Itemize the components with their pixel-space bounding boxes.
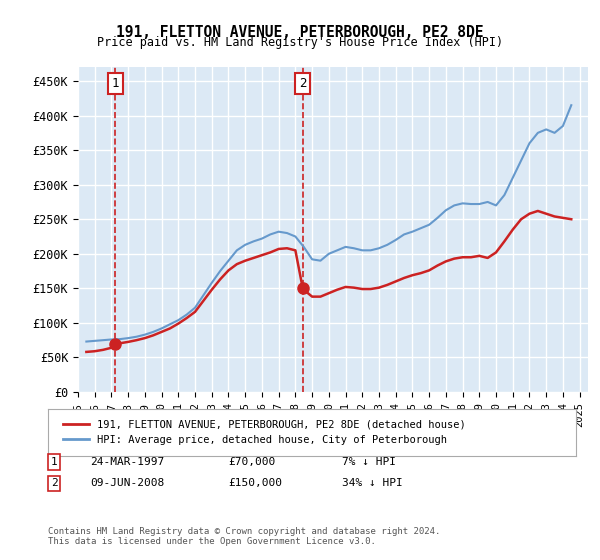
- Text: Contains HM Land Registry data © Crown copyright and database right 2024.
This d: Contains HM Land Registry data © Crown c…: [48, 526, 440, 546]
- Text: 2: 2: [50, 478, 58, 488]
- Text: 2: 2: [299, 77, 307, 90]
- Text: 1: 1: [112, 77, 119, 90]
- Text: 7% ↓ HPI: 7% ↓ HPI: [342, 457, 396, 467]
- Text: £150,000: £150,000: [228, 478, 282, 488]
- Text: 09-JUN-2008: 09-JUN-2008: [90, 478, 164, 488]
- Legend: 191, FLETTON AVENUE, PETERBOROUGH, PE2 8DE (detached house), HPI: Average price,: 191, FLETTON AVENUE, PETERBOROUGH, PE2 8…: [58, 416, 470, 450]
- Text: 1: 1: [50, 457, 58, 467]
- Text: £70,000: £70,000: [228, 457, 275, 467]
- Text: Price paid vs. HM Land Registry's House Price Index (HPI): Price paid vs. HM Land Registry's House …: [97, 36, 503, 49]
- Text: 191, FLETTON AVENUE, PETERBOROUGH, PE2 8DE: 191, FLETTON AVENUE, PETERBOROUGH, PE2 8…: [116, 25, 484, 40]
- Text: 24-MAR-1997: 24-MAR-1997: [90, 457, 164, 467]
- Text: 34% ↓ HPI: 34% ↓ HPI: [342, 478, 403, 488]
